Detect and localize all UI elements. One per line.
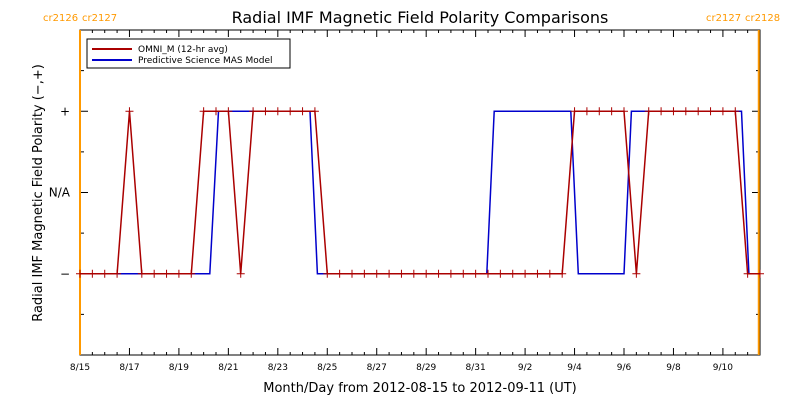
omni-data-point <box>657 107 666 116</box>
x-tick-label: 8/23 <box>268 363 288 373</box>
omni-data-point <box>310 107 319 116</box>
omni-data-point <box>212 107 220 116</box>
omni-data-point <box>743 269 752 278</box>
omni-data-point <box>100 269 109 278</box>
x-tick-label: 8/17 <box>119 363 139 373</box>
omni-data-point <box>459 269 468 278</box>
carrington-markers: cr2126 cr2127 cr2127 cr2128 <box>43 13 780 355</box>
omni-data-point <box>162 269 171 278</box>
omni-data-point <box>570 107 579 116</box>
omni-data-point <box>706 107 715 116</box>
omni-data-point <box>335 269 344 278</box>
x-tick-label: 8/29 <box>416 363 436 373</box>
omni-data-point <box>545 269 554 278</box>
omni-data-point <box>323 269 332 278</box>
omni-data-point <box>434 269 443 278</box>
x-tick-label: 8/19 <box>169 363 189 373</box>
omni-data-point <box>372 269 381 278</box>
omni-data-point <box>521 269 530 278</box>
omni-data-point <box>632 269 641 278</box>
omni-data-point <box>422 269 431 278</box>
omni-data-point <box>508 269 517 278</box>
carrington-label-right: cr2128 <box>745 13 780 24</box>
omni-data-point <box>484 269 492 278</box>
series-line-mas <box>80 110 750 275</box>
omni-data-point <box>76 269 84 278</box>
omni-data-point <box>174 269 183 278</box>
omni-data-point <box>582 107 591 116</box>
x-tick-label: 8/21 <box>218 363 238 373</box>
omni-data-point <box>125 107 134 116</box>
omni-data-point <box>224 107 233 116</box>
omni-data-point <box>496 269 505 278</box>
legend: OMNI_M (12-hr avg)Predictive Science MAS… <box>86 38 291 69</box>
omni-data-point <box>88 269 97 278</box>
plot-frame <box>79 29 761 356</box>
x-tick-label: 9/2 <box>518 363 532 373</box>
plot-axes <box>79 29 761 356</box>
x-tick-label: 9/8 <box>666 363 681 373</box>
omni-data-point <box>731 107 740 116</box>
carrington-label-right: cr2127 <box>82 13 117 24</box>
legend-box <box>86 38 291 69</box>
omni-data-point <box>694 107 703 116</box>
y-tick-label: − <box>60 267 70 281</box>
x-tick-label: 9/4 <box>567 363 582 373</box>
omni-data-point <box>533 269 542 278</box>
omni-data-point <box>348 269 356 278</box>
omni-data-point <box>595 107 604 116</box>
x-axis-ticks: 8/15 8/17 8/19 8/21 8/23 8/25 8/27 8/29 8/31 9/2 9… <box>70 30 761 373</box>
x-tick-label: 9/10 <box>713 363 733 373</box>
omni-data-point <box>607 107 616 116</box>
omni-data-point <box>385 269 394 278</box>
omni-data-point <box>620 107 628 116</box>
omni-data-point <box>298 107 307 116</box>
series-layer <box>76 107 764 278</box>
omni-data-point <box>286 107 295 116</box>
omni-data-point <box>718 107 727 116</box>
omni-data-point <box>249 107 258 116</box>
omni-data-point <box>409 269 418 278</box>
omni-data-point <box>187 269 196 278</box>
chart-title: Radial IMF Magnetic Field Polarity Compa… <box>232 8 609 27</box>
carrington-label-left: cr2126 <box>43 13 78 24</box>
x-tick-label: 9/6 <box>617 363 632 373</box>
y-tick-label: + <box>60 104 70 118</box>
x-tick-label: 8/31 <box>466 363 486 373</box>
omni-data-point <box>113 269 122 278</box>
y-axis-ticks: + N/A − <box>49 70 760 315</box>
x-tick-label: 8/25 <box>317 363 337 373</box>
legend-label: OMNI_M (12-hr avg) <box>138 45 228 55</box>
omni-data-point <box>756 269 764 278</box>
series-line-omni <box>80 110 760 275</box>
omni-data-point <box>446 269 455 278</box>
omni-data-point <box>199 107 208 116</box>
omni-data-point <box>644 107 653 116</box>
legend-label: Predictive Science MAS Model <box>138 56 273 66</box>
omni-data-point <box>681 107 690 116</box>
omni-data-point <box>236 269 245 278</box>
omni-data-point <box>669 107 678 116</box>
omni-data-point <box>471 269 480 278</box>
omni-data-point <box>558 269 567 278</box>
omni-data-point <box>150 269 159 278</box>
x-tick-label: 8/27 <box>367 363 387 373</box>
omni-data-point <box>261 107 270 116</box>
y-axis-label: Radial IMF Magnetic Field Polarity (−,+) <box>31 64 46 322</box>
carrington-label-left: cr2127 <box>706 13 741 24</box>
omni-data-point <box>397 269 406 278</box>
x-axis-label: Month/Day from 2012-08-15 to 2012-09-11 … <box>263 381 576 396</box>
omni-data-point <box>273 107 282 116</box>
x-tick-label: 8/15 <box>70 363 90 373</box>
omni-data-point <box>137 269 146 278</box>
omni-data-point <box>360 269 369 278</box>
y-tick-label: N/A <box>49 186 71 200</box>
